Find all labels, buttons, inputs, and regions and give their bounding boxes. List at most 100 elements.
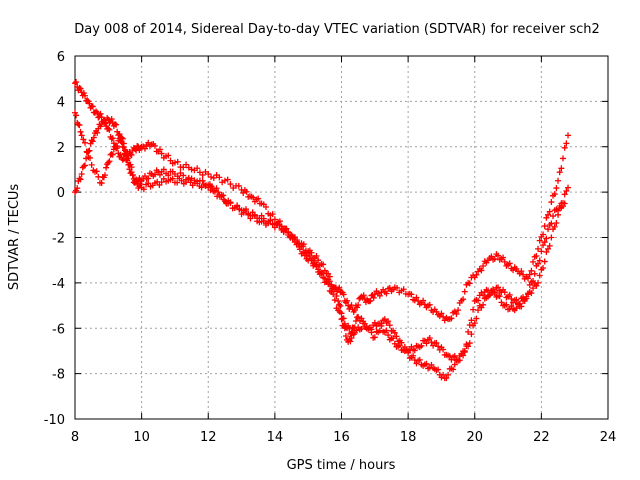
data-point-marker [208,173,215,180]
data-point-marker [76,84,83,91]
data-point-marker [306,253,313,260]
data-point-marker [533,252,540,259]
data-point-marker [83,155,90,162]
data-point-marker [235,182,242,189]
data-point-marker [428,339,435,346]
data-point-marker [480,262,487,269]
data-point-marker [518,303,525,310]
data-point-marker [461,288,468,295]
data-point-marker [503,301,510,308]
data-point-marker [93,168,100,175]
data-point-marker [128,152,135,159]
data-point-marker [440,346,447,353]
data-point-marker [90,134,97,141]
data-point-marker [128,169,135,176]
data-point-marker [89,103,96,110]
data-point-marker [463,341,470,348]
data-point-marker [501,289,508,296]
data-point-marker [367,297,374,304]
data-point-marker [160,166,167,173]
data-point-marker [330,291,337,298]
data-point-marker [413,294,420,301]
data-point-marker [342,333,349,340]
data-point-marker [137,181,144,188]
data-point-marker [385,318,392,325]
data-point-marker [470,306,477,313]
data-point-marker [106,126,113,133]
data-point-marker [338,316,345,323]
data-point-marker [145,139,152,146]
data-point-marker [491,255,498,262]
data-point-marker [108,116,115,123]
data-point-marker [400,286,407,293]
data-point-marker [282,226,289,233]
data-point-marker [103,164,110,171]
data-point-marker [423,340,430,347]
data-point-marker [117,134,124,141]
y-tick-label: 2 [57,141,65,156]
y-axis-label: SDTVAR / TECUs [7,184,22,291]
x-tick-label: 14 [267,430,284,445]
data-point-marker [530,285,537,292]
data-point-marker [370,294,377,301]
data-point-marker [105,125,112,132]
data-point-marker [506,260,513,267]
data-point-marker [227,199,234,206]
data-point-marker [84,97,91,104]
data-point-marker [194,178,201,185]
y-tick-label: -6 [52,322,65,337]
data-point-marker [473,315,480,322]
data-point-marker [478,267,485,274]
data-point-marker [77,176,84,183]
data-point-marker [540,231,547,238]
data-point-marker [73,79,80,86]
data-point-marker [205,170,212,177]
data-point-marker [563,140,570,147]
data-point-marker [151,142,158,149]
data-point-marker [169,175,176,182]
data-point-marker [556,169,563,176]
data-point-marker [418,342,425,349]
data-point-marker [525,275,532,282]
data-point-marker [473,271,480,278]
data-point-marker [199,171,206,178]
data-point-marker [530,278,537,285]
data-point-marker [460,296,467,303]
data-point-marker [366,324,373,331]
data-point-marker [158,150,165,157]
data-point-marker [391,340,398,347]
data-point-marker [267,217,274,224]
data-point-marker [525,290,532,297]
x-axis-label: GPS time / hours [287,458,396,473]
data-point-marker [221,177,228,184]
data-point-marker [165,172,172,179]
data-point-marker [426,301,433,308]
data-point-marker [220,196,227,203]
data-point-marker [116,131,123,138]
y-tick-label: -10 [44,413,65,428]
data-point-marker [97,110,104,117]
data-point-marker [438,310,445,317]
data-point-marker [101,120,108,127]
data-point-marker [531,270,538,277]
data-point-marker [496,293,503,300]
data-point-marker [405,349,412,356]
data-point-marker [108,135,115,142]
data-point-marker [550,213,557,220]
data-point-marker [423,360,430,367]
data-point-marker [453,310,460,317]
data-point-marker [335,298,342,305]
data-point-marker [385,332,392,339]
data-point-marker [398,339,405,346]
data-point-marker [347,338,354,345]
data-point-marker [548,220,555,227]
data-point-marker [333,293,340,300]
data-point-marker [308,257,315,264]
y-tick-label: 4 [57,95,65,110]
data-point-marker [528,267,535,274]
data-point-marker [545,226,552,233]
data-point-marker [355,302,362,309]
data-point-marker [394,284,401,291]
data-point-marker [331,286,338,293]
